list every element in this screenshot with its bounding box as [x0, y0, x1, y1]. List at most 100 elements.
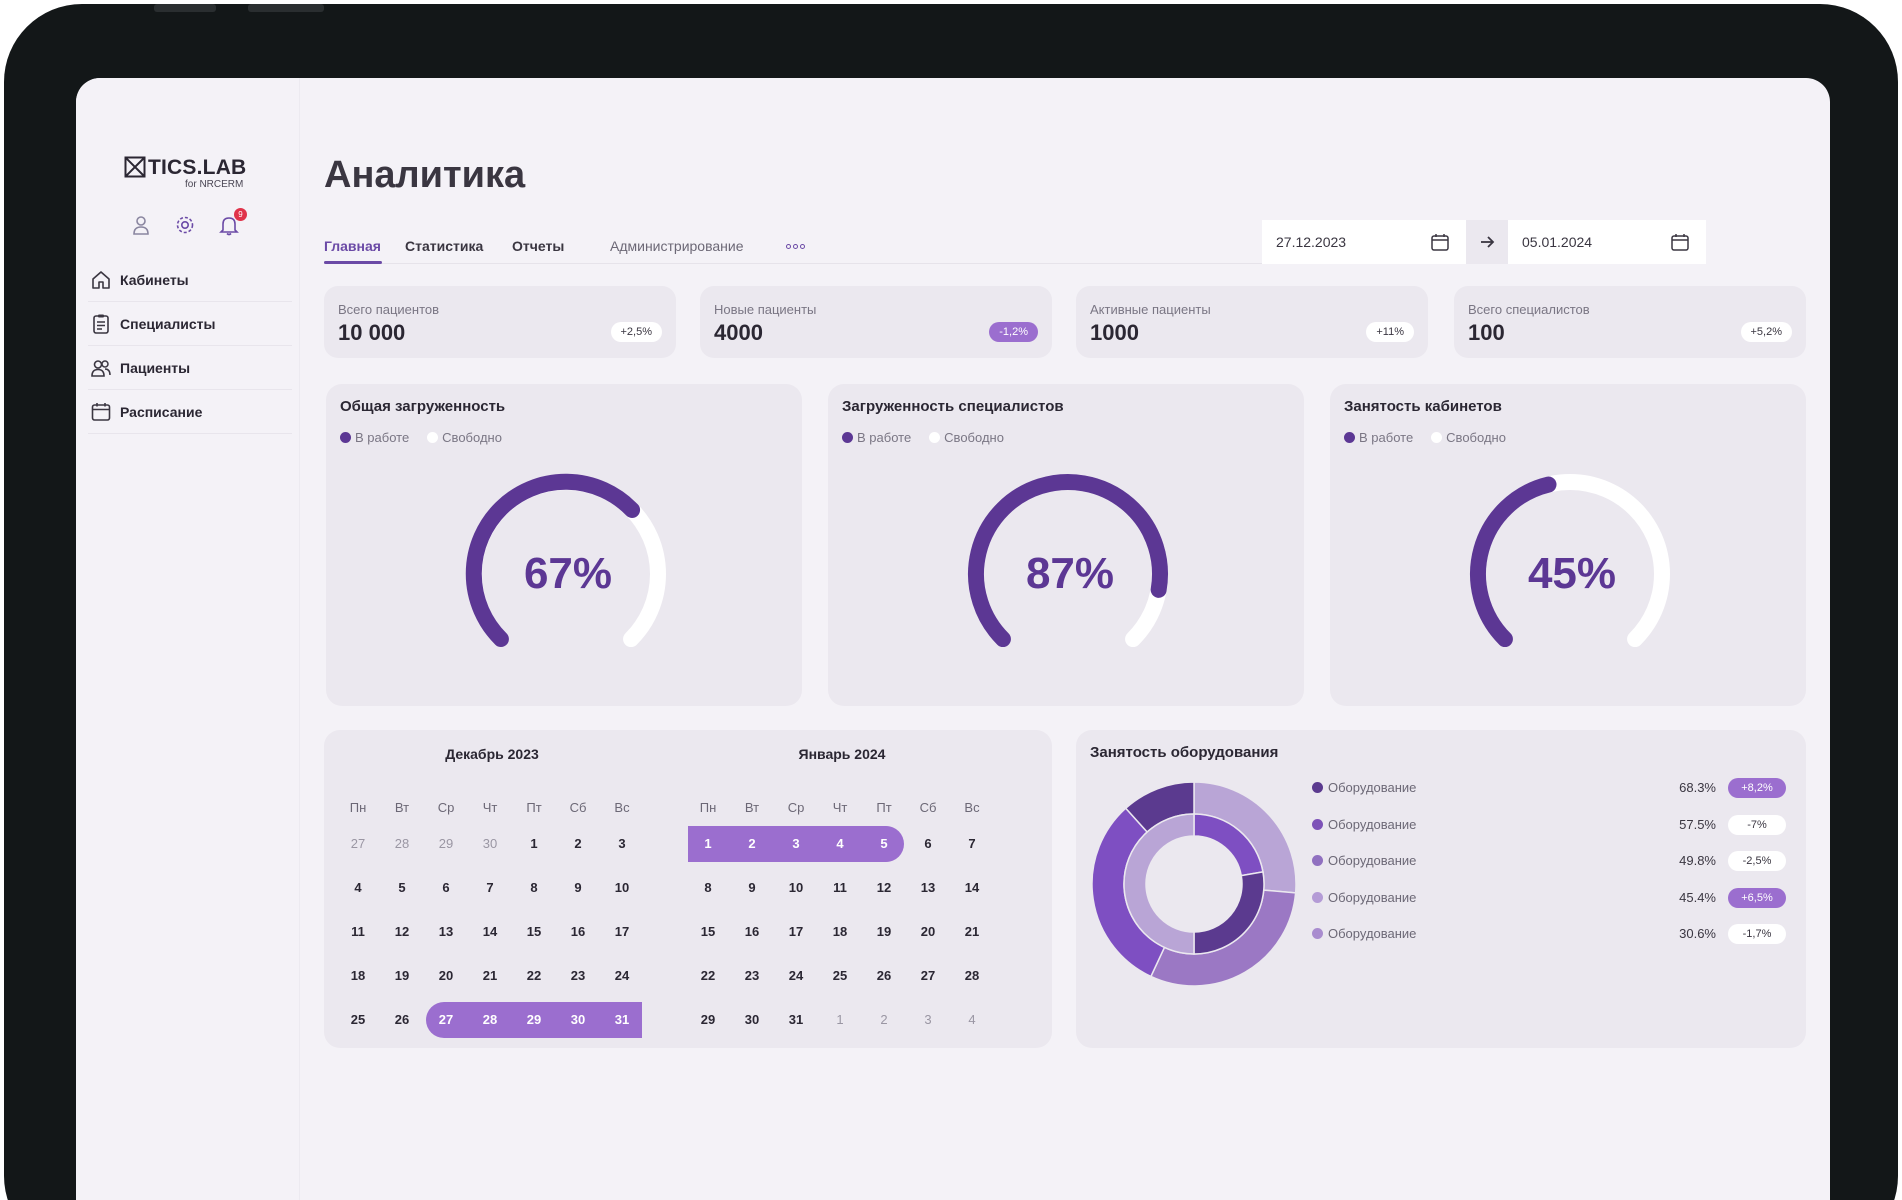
- calendar-day[interactable]: 2: [748, 836, 756, 851]
- tab-statistics[interactable]: Статистика: [405, 238, 484, 254]
- calendar-day[interactable]: 26: [394, 1012, 410, 1027]
- calendar-day[interactable]: 9: [574, 880, 582, 895]
- calendar-day[interactable]: 31: [788, 1012, 804, 1027]
- calendar-day[interactable]: 4: [968, 1012, 976, 1027]
- calendar-day[interactable]: 28: [482, 1012, 498, 1027]
- sidebar-item-rooms[interactable]: Кабинеты: [88, 258, 292, 302]
- calendar-day[interactable]: 29: [700, 1012, 716, 1027]
- tab-reports[interactable]: Отчеты: [512, 238, 565, 254]
- calendar-day[interactable]: 19: [394, 968, 410, 983]
- calendar-day[interactable]: 8: [530, 880, 538, 895]
- date-from-field[interactable]: 27.12.2023: [1262, 220, 1466, 264]
- calendar-day[interactable]: 18: [350, 968, 366, 983]
- calendar-day[interactable]: 5: [880, 836, 888, 851]
- calendar-day[interactable]: 31: [614, 1012, 630, 1027]
- calendar-day[interactable]: 29: [438, 836, 454, 851]
- calendar-day[interactable]: 20: [438, 968, 454, 983]
- legend-dot: [1312, 855, 1323, 866]
- equipment-row: Оборудование 30.6% -1,7%: [1312, 922, 1792, 946]
- calendar-day[interactable]: 28: [964, 968, 980, 983]
- notifications-button[interactable]: 9: [218, 208, 247, 236]
- calendar-day[interactable]: 3: [924, 1012, 932, 1027]
- calendar-day[interactable]: 15: [526, 924, 542, 939]
- calendar-day[interactable]: 24: [614, 968, 630, 983]
- gear-icon[interactable]: [174, 214, 196, 236]
- calendar-day[interactable]: 11: [351, 924, 365, 939]
- calendar-weekday: Сб: [569, 800, 587, 815]
- stat-delta-badge: +2,5%: [610, 322, 662, 342]
- calendar-day[interactable]: 27: [438, 1012, 454, 1027]
- calendar-day[interactable]: 8: [704, 880, 712, 895]
- calendar-day[interactable]: 25: [350, 1012, 366, 1027]
- calendar-day[interactable]: 9: [748, 880, 756, 895]
- sidebar-item-schedule[interactable]: Расписание: [88, 390, 292, 434]
- calendar-day[interactable]: 10: [614, 880, 630, 895]
- calendar-icon[interactable]: [1670, 232, 1690, 252]
- tab-administration[interactable]: Администрирование: [610, 238, 744, 254]
- calendar-day[interactable]: 1: [704, 836, 712, 851]
- calendar-day[interactable]: 7: [486, 880, 494, 895]
- sidebar-item-label: Расписание: [120, 403, 203, 420]
- calendar-day[interactable]: 1: [836, 1012, 844, 1027]
- calendar-day[interactable]: 27: [920, 968, 936, 983]
- calendar-icon[interactable]: [1430, 232, 1450, 252]
- calendar-day[interactable]: 13: [920, 880, 936, 895]
- calendar-day[interactable]: 6: [442, 880, 450, 895]
- equipment-percent: 49.8%: [1679, 853, 1716, 868]
- calendar-day[interactable]: 24: [788, 968, 804, 983]
- calendar-month-title: Декабрь 2023: [445, 746, 539, 762]
- calendar-day[interactable]: 23: [570, 968, 586, 983]
- equipment-change-badge: +6,5%: [1728, 887, 1786, 908]
- profile-icon[interactable]: [130, 214, 152, 236]
- calendar-day[interactable]: 4: [836, 836, 844, 851]
- calendar-day[interactable]: 12: [876, 880, 892, 895]
- calendar-day[interactable]: 19: [876, 924, 892, 939]
- calendar-day[interactable]: 14: [482, 924, 498, 939]
- calendar-day[interactable]: 16: [570, 924, 586, 939]
- calendar-day[interactable]: 23: [744, 968, 760, 983]
- stat-label: Новые пациенты: [714, 302, 817, 317]
- calendar-day[interactable]: 18: [832, 924, 848, 939]
- calendar-day[interactable]: 2: [880, 1012, 888, 1027]
- calendar-day[interactable]: 12: [394, 924, 410, 939]
- calendar-day[interactable]: 26: [876, 968, 892, 983]
- calendar-day[interactable]: 14: [964, 880, 980, 895]
- calendar-day[interactable]: 7: [968, 836, 976, 851]
- calendar-day[interactable]: 5: [398, 880, 406, 895]
- more-icon[interactable]: [786, 244, 805, 249]
- calendar-day[interactable]: 22: [526, 968, 542, 983]
- calendar-day[interactable]: 30: [744, 1012, 760, 1027]
- calendar-day[interactable]: 21: [964, 924, 980, 939]
- sidebar-item-specialists[interactable]: Специалисты: [88, 302, 292, 346]
- sidebar-item-patients[interactable]: Пациенты: [88, 346, 292, 390]
- calendar-day[interactable]: 3: [792, 836, 800, 851]
- calendar-day[interactable]: 11: [833, 880, 847, 895]
- calendar-day[interactable]: 1: [530, 836, 538, 851]
- calendar-day[interactable]: 29: [526, 1012, 542, 1027]
- tab-main[interactable]: Главная: [324, 238, 381, 254]
- tab-active-indicator: [324, 261, 382, 264]
- calendar-day[interactable]: 27: [350, 836, 366, 851]
- calendar-day[interactable]: 30: [482, 836, 498, 851]
- calendar-day[interactable]: 3: [618, 836, 626, 851]
- calendar-day[interactable]: 16: [744, 924, 760, 939]
- calendar-day[interactable]: 30: [570, 1012, 586, 1027]
- calendar-day[interactable]: 2: [574, 836, 582, 851]
- bell-icon: [219, 217, 239, 236]
- equipment-card: Занятость оборудования Оборудование 68.3%…: [1076, 730, 1806, 1048]
- calendar-month-title: Январь 2024: [798, 746, 886, 762]
- calendar-day[interactable]: 22: [700, 968, 716, 983]
- calendar-day[interactable]: 17: [614, 924, 630, 939]
- calendar-day[interactable]: 17: [788, 924, 804, 939]
- calendar-day[interactable]: 15: [700, 924, 716, 939]
- calendar-day[interactable]: 20: [920, 924, 936, 939]
- calendar-day[interactable]: 10: [788, 880, 804, 895]
- stat-card-total-specialists: Всего специалистов 100 +5,2%: [1454, 286, 1806, 358]
- calendar-day[interactable]: 13: [438, 924, 454, 939]
- date-to-field[interactable]: 05.01.2024: [1508, 220, 1706, 264]
- calendar-day[interactable]: 25: [832, 968, 848, 983]
- calendar-day[interactable]: 28: [394, 836, 410, 851]
- calendar-day[interactable]: 21: [482, 968, 498, 983]
- calendar-day[interactable]: 6: [924, 836, 932, 851]
- calendar-day[interactable]: 4: [354, 880, 362, 895]
